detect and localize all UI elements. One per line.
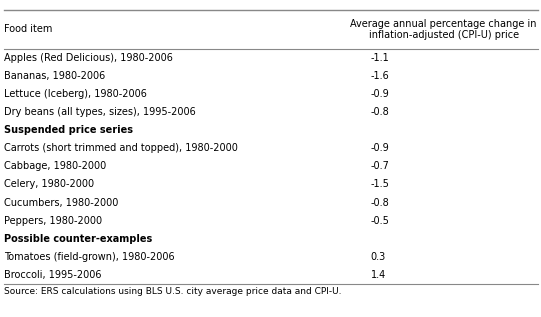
Text: Average annual percentage change in
inflation-adjusted (CPI-U) price: Average annual percentage change in infl… xyxy=(351,18,537,40)
Text: -0.8: -0.8 xyxy=(371,197,390,208)
Text: Possible counter-examples: Possible counter-examples xyxy=(4,234,153,243)
Text: -0.5: -0.5 xyxy=(371,216,390,226)
Text: Bananas, 1980-2006: Bananas, 1980-2006 xyxy=(4,71,105,81)
Text: Apples (Red Delicious), 1980-2006: Apples (Red Delicious), 1980-2006 xyxy=(4,53,173,63)
Text: Cabbage, 1980-2000: Cabbage, 1980-2000 xyxy=(4,161,107,171)
Text: -1.1: -1.1 xyxy=(371,53,390,63)
Text: Dry beans (all types, sizes), 1995-2006: Dry beans (all types, sizes), 1995-2006 xyxy=(4,107,196,117)
Text: -0.9: -0.9 xyxy=(371,143,390,153)
Text: Lettuce (Iceberg), 1980-2006: Lettuce (Iceberg), 1980-2006 xyxy=(4,89,147,99)
Text: -1.6: -1.6 xyxy=(371,71,390,81)
Text: Source: ERS calculations using BLS U.S. city average price data and CPI-U.: Source: ERS calculations using BLS U.S. … xyxy=(4,287,342,296)
Text: -0.8: -0.8 xyxy=(371,107,390,117)
Text: Carrots (short trimmed and topped), 1980-2000: Carrots (short trimmed and topped), 1980… xyxy=(4,143,238,153)
Text: Celery, 1980-2000: Celery, 1980-2000 xyxy=(4,179,95,190)
Text: Cucumbers, 1980-2000: Cucumbers, 1980-2000 xyxy=(4,197,118,208)
Text: Suspended price series: Suspended price series xyxy=(4,125,133,135)
Text: Food item: Food item xyxy=(4,24,52,34)
Text: Tomatoes (field-grown), 1980-2006: Tomatoes (field-grown), 1980-2006 xyxy=(4,252,175,262)
Text: -1.5: -1.5 xyxy=(371,179,390,190)
Text: -0.7: -0.7 xyxy=(371,161,390,171)
Text: -0.9: -0.9 xyxy=(371,89,390,99)
Text: 1.4: 1.4 xyxy=(371,270,386,280)
Text: Peppers, 1980-2000: Peppers, 1980-2000 xyxy=(4,216,102,226)
Text: Broccoli, 1995-2006: Broccoli, 1995-2006 xyxy=(4,270,102,280)
Text: 0.3: 0.3 xyxy=(371,252,386,262)
